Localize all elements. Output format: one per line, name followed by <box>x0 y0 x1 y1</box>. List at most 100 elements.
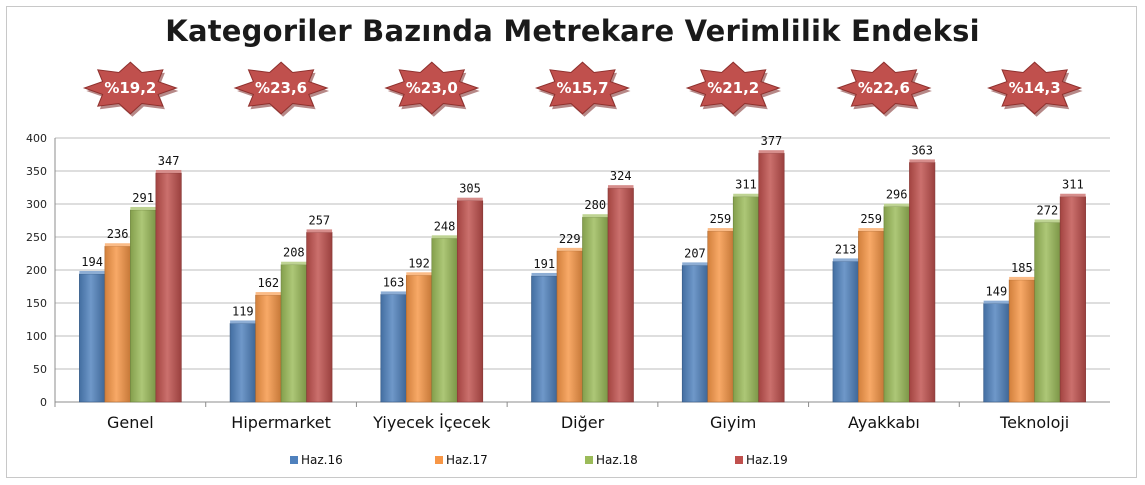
category-label: Yiyecek İçecek <box>372 413 491 432</box>
data-label: 192 <box>408 256 430 270</box>
bar-top <box>457 197 483 201</box>
bar <box>1059 196 1086 403</box>
bar-top <box>733 193 759 197</box>
bar <box>431 238 458 403</box>
bar <box>155 172 182 403</box>
bar-top <box>883 203 910 207</box>
data-label: 119 <box>232 304 254 318</box>
data-label: 208 <box>283 246 305 260</box>
data-label: 347 <box>158 154 180 168</box>
y-tick-label: 250 <box>26 231 47 244</box>
data-label: 324 <box>610 169 632 183</box>
bar-top <box>155 169 182 173</box>
legend-swatch <box>585 456 593 464</box>
bar-top <box>1009 276 1035 280</box>
bar <box>79 273 106 403</box>
category-label: Genel <box>107 413 154 432</box>
data-label: 207 <box>684 246 706 260</box>
bar-top <box>306 229 333 233</box>
bar-top <box>79 270 105 274</box>
bar <box>909 162 936 403</box>
data-label: 236 <box>107 227 129 241</box>
badge-star <box>233 61 329 115</box>
data-label: 162 <box>257 276 279 290</box>
bar <box>983 303 1010 403</box>
bar <box>832 261 859 403</box>
bar-top <box>380 291 407 295</box>
bar <box>758 152 785 403</box>
bar <box>883 206 910 403</box>
bar-top <box>983 300 1010 304</box>
legend-label: Haz.16 <box>301 453 343 467</box>
bar-top <box>281 261 307 265</box>
bar-top <box>406 272 432 276</box>
chart-title: Kategoriler Bazında Metrekare Verimlilik… <box>165 14 980 48</box>
bar <box>229 323 256 403</box>
data-label: 185 <box>1011 261 1033 275</box>
data-label: 163 <box>383 275 405 289</box>
bar <box>556 250 583 403</box>
data-label: 291 <box>132 191 154 205</box>
bar <box>405 274 433 403</box>
bar-top <box>431 235 458 239</box>
legend-label: Haz.18 <box>596 453 638 467</box>
bar-top <box>608 185 634 189</box>
bar <box>732 196 760 403</box>
data-label: 311 <box>1062 178 1084 192</box>
category-label: Ayakkabı <box>848 413 920 432</box>
badge-label: %23,6 <box>255 79 307 97</box>
data-label: 229 <box>559 232 581 246</box>
legend-label: Haz.19 <box>746 453 788 467</box>
data-label: 194 <box>81 255 103 269</box>
y-tick-label: 350 <box>26 165 47 178</box>
bar-top <box>130 206 156 210</box>
y-tick-label: 50 <box>33 363 47 376</box>
bar <box>1008 279 1035 403</box>
bar-top <box>531 272 557 276</box>
bar <box>456 200 484 403</box>
data-label: 377 <box>761 134 783 148</box>
category-label: Diğer <box>561 413 605 432</box>
badge-star <box>987 61 1083 115</box>
bar-top <box>255 292 282 296</box>
bar <box>255 294 282 403</box>
bar <box>681 265 709 403</box>
data-label: 272 <box>1037 203 1059 217</box>
data-label: 296 <box>886 188 908 202</box>
data-label: 280 <box>584 198 606 212</box>
bar-top <box>582 214 608 218</box>
data-label: 213 <box>835 242 857 256</box>
bar <box>380 294 407 403</box>
category-label: Giyim <box>710 413 756 432</box>
bar-top <box>1060 193 1086 197</box>
legend-swatch <box>435 456 443 464</box>
bar-top <box>707 228 734 232</box>
bar-top <box>758 150 785 154</box>
legend-swatch <box>735 456 743 464</box>
bar <box>858 230 885 403</box>
bar-top <box>557 247 583 251</box>
badge-label: %22,6 <box>858 79 910 97</box>
y-tick-label: 150 <box>26 297 47 310</box>
bar-top <box>682 262 708 266</box>
y-tick-label: 400 <box>26 132 47 145</box>
category-label: Teknoloji <box>999 413 1069 432</box>
badge-label: %23,0 <box>406 79 458 97</box>
y-tick-label: 300 <box>26 198 47 211</box>
bar-top <box>858 228 884 232</box>
badge-star <box>82 61 178 115</box>
data-label: 248 <box>434 219 456 233</box>
data-label: 259 <box>710 212 732 226</box>
bar <box>531 275 558 403</box>
legend-label: Haz.17 <box>446 453 488 467</box>
badge-star <box>685 61 781 115</box>
badge-label: %14,3 <box>1009 79 1061 97</box>
y-tick-label: 100 <box>26 330 47 343</box>
badge-star <box>384 61 480 115</box>
badge-star <box>836 61 932 115</box>
badge-star <box>534 61 631 115</box>
bar <box>104 245 131 403</box>
bar <box>280 264 307 403</box>
legend-swatch <box>290 456 298 464</box>
